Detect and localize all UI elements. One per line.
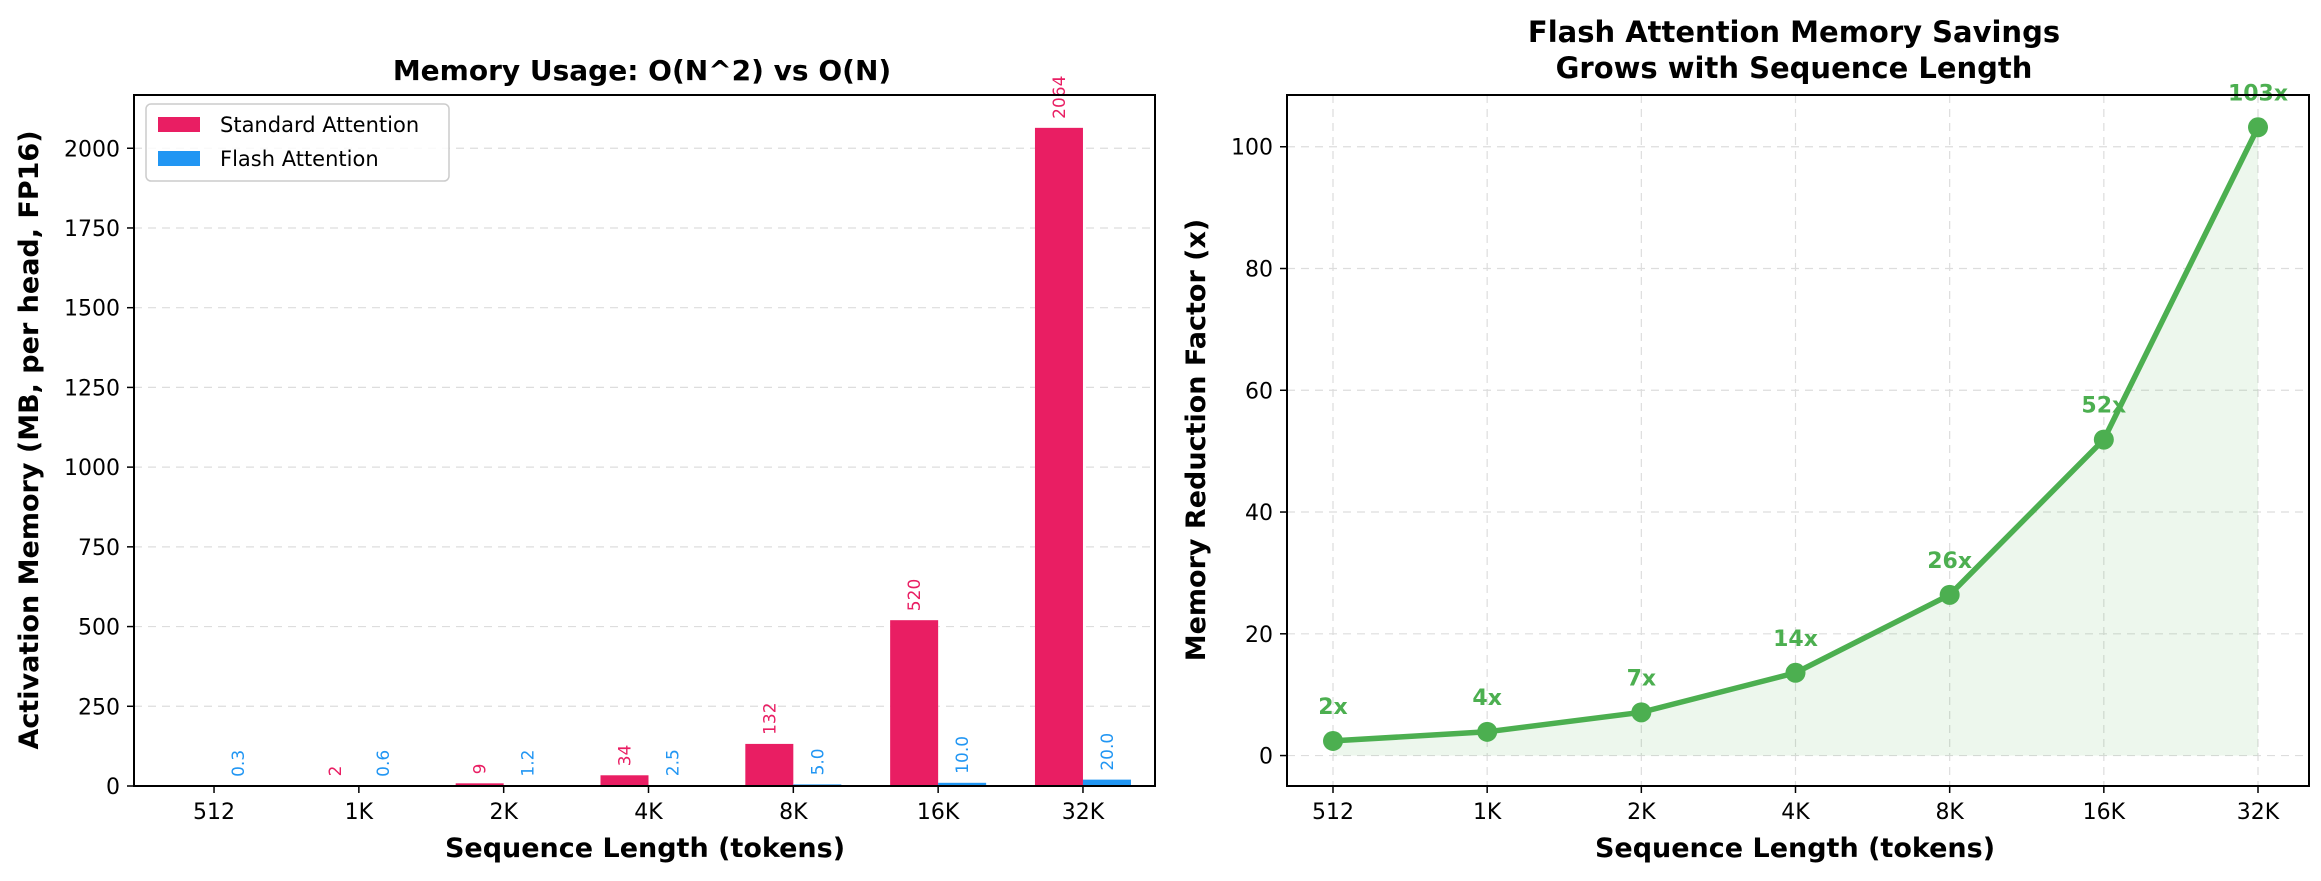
x-tick-label: 16K <box>2083 800 2126 825</box>
data-point <box>1323 730 1343 751</box>
point-label: 7x <box>1627 666 1657 691</box>
y-tick-label: 0 <box>1259 745 1273 770</box>
data-point <box>1477 721 1498 742</box>
left-bar-labels: 2 9 34 132 520 2064 0.3 0.6 1.2 2.5 5.0 10.0 20.0 <box>229 76 1118 777</box>
bar-label-flash: 10.0 <box>953 736 973 774</box>
bar-label-flash: 1.2 <box>519 750 539 777</box>
y-tick-label: 100 <box>1231 136 1273 161</box>
data-point <box>1785 662 1806 683</box>
bar-standard <box>1034 127 1083 787</box>
bar-label-standard: 2 <box>326 766 346 777</box>
data-point <box>1939 584 1960 605</box>
right-y-ticks: 0 20 40 60 80 100 <box>1231 136 1287 770</box>
data-point <box>1631 702 1652 723</box>
right-x-axis-label: Sequence Length (tokens) <box>1595 833 1995 864</box>
bar-label-standard: 520 <box>905 579 925 611</box>
right-area-fill <box>1333 127 2258 756</box>
legend-swatch-flash <box>158 151 200 166</box>
x-tick-label: 512 <box>1312 800 1354 825</box>
x-tick-label: 1K <box>1473 800 1502 825</box>
x-tick-label: 2K <box>489 800 518 825</box>
right-chart-title: Flash Attention Memory Savings Grows with… <box>1528 15 2060 85</box>
right-point-labels: 2x 4x 7x 14x 26x 52x 103x <box>1318 81 2288 720</box>
x-tick-label: 512 <box>193 800 235 825</box>
data-point <box>2093 429 2114 450</box>
legend-frame <box>145 103 450 182</box>
point-label: 103x <box>2228 81 2288 106</box>
x-tick-label: 2K <box>1627 800 1656 825</box>
bar-standard <box>455 783 504 786</box>
right-points <box>1323 117 2268 751</box>
bar-label-standard: 132 <box>760 702 780 734</box>
left-x-axis-label: Sequence Length (tokens) <box>445 833 845 864</box>
bar-label-standard: 2064 <box>1050 76 1070 119</box>
bar-label-flash: 0.6 <box>374 750 394 777</box>
legend-label-flash: Flash Attention <box>220 147 379 171</box>
right-x-ticks: 512 1K 2K 4K 8K 16K 32K <box>1312 786 2280 825</box>
x-tick-label: 16K <box>917 800 960 825</box>
left-x-ticks: 512 1K 2K 4K 8K 16K 32K <box>193 786 1105 825</box>
bar-flash <box>1082 779 1131 786</box>
bar-label-standard: 9 <box>471 763 491 774</box>
y-tick-label: 750 <box>78 536 120 561</box>
x-tick-label: 4K <box>634 800 663 825</box>
y-tick-label: 40 <box>1245 501 1273 526</box>
y-tick-label: 1000 <box>64 456 120 481</box>
x-tick-label: 32K <box>2237 800 2280 825</box>
bar-standard <box>600 775 649 786</box>
x-tick-label: 4K <box>1781 800 1810 825</box>
y-tick-label: 60 <box>1245 379 1273 404</box>
left-chart: Memory Usage: O(N^2) vs O(N) 2 9341325202… <box>14 54 1156 864</box>
y-tick-label: 2000 <box>64 137 120 162</box>
point-label: 4x <box>1472 686 1502 711</box>
y-tick-label: 250 <box>78 695 120 720</box>
y-tick-label: 500 <box>78 616 120 641</box>
y-tick-label: 1750 <box>64 217 120 242</box>
bar-label-flash: 2.5 <box>664 749 684 776</box>
y-tick-label: 20 <box>1245 623 1273 648</box>
point-label: 26x <box>1927 549 1972 574</box>
legend-label-standard: Standard Attention <box>220 113 419 137</box>
right-chart: Flash Attention Memory Savings Grows with… <box>1181 15 2310 864</box>
point-label: 2x <box>1318 695 1348 720</box>
y-tick-label: 1500 <box>64 297 120 322</box>
left-plot-frame <box>133 94 1156 787</box>
bar-label-flash: 20.0 <box>1098 733 1118 771</box>
bar-standard <box>890 620 939 786</box>
right-plot-frame <box>1286 94 2310 787</box>
left-chart-title: Memory Usage: O(N^2) vs O(N) <box>393 54 891 87</box>
legend-swatch-standard <box>158 117 200 132</box>
bar-label-flash: 0.3 <box>229 750 249 777</box>
y-tick-label: 1250 <box>64 376 120 401</box>
left-y-axis-label: Activation Memory (MB, per head, FP16) <box>14 130 45 749</box>
data-point <box>2248 117 2268 138</box>
x-tick-label: 32K <box>1062 800 1105 825</box>
x-tick-label: 1K <box>345 800 374 825</box>
y-tick-label: 0 <box>106 775 120 800</box>
right-y-axis-label: Memory Reduction Factor (x) <box>1181 219 1212 662</box>
y-tick-label: 80 <box>1245 258 1273 283</box>
x-tick-label: 8K <box>1935 800 1964 825</box>
point-label: 14x <box>1773 627 1818 652</box>
x-tick-label: 8K <box>779 800 808 825</box>
left-legend: Standard Attention Flash Attention <box>145 103 450 182</box>
bar-label-flash: 5.0 <box>808 748 828 775</box>
point-label: 52x <box>2081 394 2126 419</box>
bar-flash <box>938 782 987 786</box>
bar-label-standard: 34 <box>616 745 636 767</box>
left-y-ticks: 0 250 500 750 1000 1250 1500 1750 2000 <box>64 137 134 800</box>
bar-standard <box>745 743 794 786</box>
